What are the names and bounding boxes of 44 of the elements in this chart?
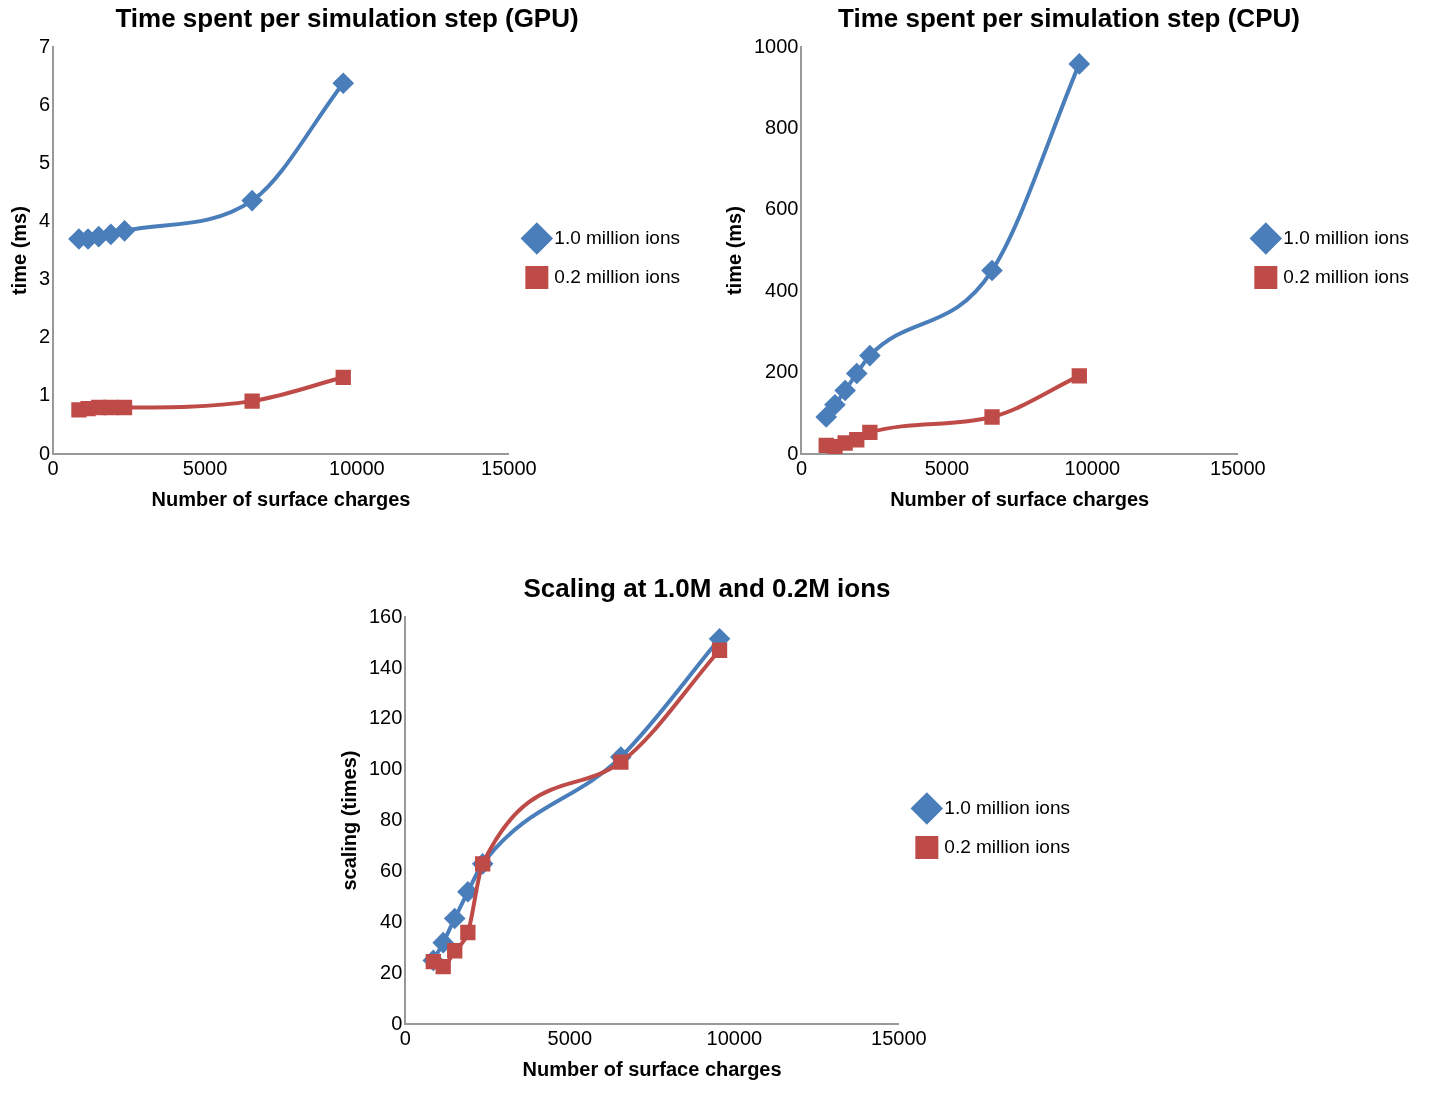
y-tick-label: 2 (39, 325, 51, 348)
legend-label: 1.0 million ions (944, 796, 1070, 818)
y-axis-title: time (ms) (7, 206, 30, 296)
y-tick-label: 5 (39, 150, 51, 173)
legend-label: 0.2 million ions (944, 835, 1070, 857)
y-tick-label: 1000 (753, 34, 799, 57)
x-tick-label: 10000 (1064, 456, 1121, 479)
y-tick-label: 140 (368, 655, 403, 678)
x-tick-label: 5000 (182, 456, 228, 479)
y-tick-label: 1 (39, 383, 51, 406)
x-axis-title: Number of surface charges (522, 1057, 782, 1080)
y-tick-label: 6 (39, 92, 51, 115)
y-tick-label: 4 (39, 209, 51, 232)
chart-title: Time spent per simulation step (CPU) (838, 2, 1300, 33)
x-tick-label: 5000 (547, 1026, 593, 1049)
chart-title: Scaling at 1.0M and 0.2M ions (523, 572, 891, 603)
y-tick-label: 40 (380, 909, 403, 932)
x-tick-label: 15000 (481, 456, 537, 479)
y-tick-label: 800 (765, 116, 799, 139)
y-tick-label: 100 (368, 757, 403, 780)
x-axis-title: Number of surface charges (890, 487, 1150, 510)
y-axis-title: time (ms) (722, 206, 745, 296)
y-tick-label: 60 (380, 858, 403, 881)
x-axis-title: Number of surface charges (151, 487, 411, 510)
legend-label: 0.2 million ions (554, 265, 680, 287)
y-tick-label: 200 (765, 360, 799, 383)
y-tick-label: 80 (380, 808, 403, 831)
y-tick-label: 400 (765, 278, 799, 301)
x-tick-label: 15000 (1210, 456, 1266, 479)
legend-label: 1.0 million ions (554, 226, 680, 248)
y-tick-label: 7 (39, 34, 51, 57)
legend-label: 0.2 million ions (1283, 265, 1409, 287)
x-tick-label: 5000 (924, 456, 970, 479)
y-tick-label: 3 (39, 267, 51, 290)
chart-title: Time spent per simulation step (GPU) (115, 2, 579, 33)
y-axis-title: scaling (times) (337, 750, 360, 891)
x-tick-label: 10000 (706, 1026, 763, 1049)
y-tick-label: 20 (380, 960, 403, 983)
x-tick-label: 15000 (871, 1026, 927, 1049)
x-tick-label: 10000 (329, 456, 385, 479)
y-tick-label: 120 (368, 706, 403, 729)
y-tick-label: 160 (368, 604, 403, 627)
legend-label: 1.0 million ions (1283, 226, 1409, 248)
y-tick-label: 600 (765, 197, 799, 220)
